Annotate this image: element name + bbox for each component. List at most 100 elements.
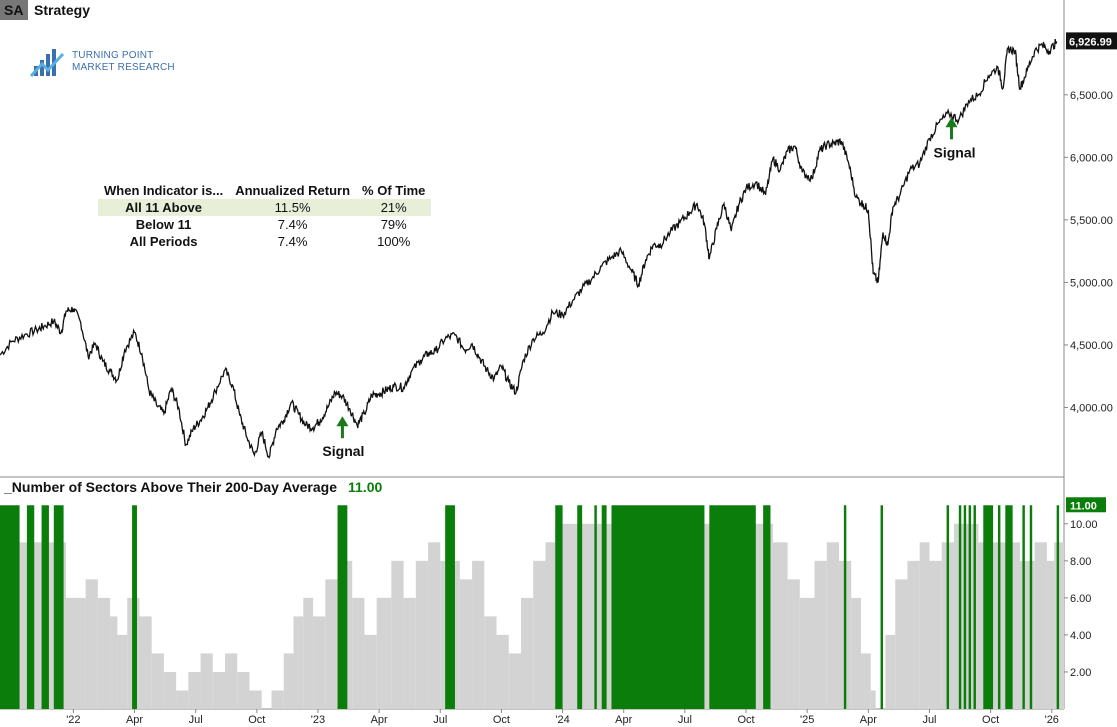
last-price-box <box>1066 32 1117 50</box>
breadth-bar-full <box>709 505 756 709</box>
breadth-bar-partial <box>508 653 521 709</box>
breadth-bar-full <box>880 505 883 709</box>
breadth-bar-full <box>26 505 35 709</box>
price-y-tick-label: 6,000.00 <box>1070 152 1113 164</box>
x-tick-label: Jul <box>189 714 203 726</box>
stats-row-time: 100% <box>377 234 411 249</box>
x-tick-label: Jul <box>922 714 936 726</box>
x-tick-label: '22 <box>66 714 80 726</box>
x-tick-label: Jul <box>678 714 692 726</box>
breadth-bar-full <box>555 505 563 709</box>
x-tick-label: Oct <box>493 714 510 726</box>
breadth-bar-full <box>1056 505 1060 709</box>
stats-table: When Indicator is... Annualized Return %… <box>98 182 432 250</box>
breadth-y-tick-label: 10.00 <box>1070 519 1098 531</box>
breadth-bar-partial <box>117 634 128 709</box>
breadth-bar-partial <box>1034 542 1047 709</box>
breadth-bar-partial <box>1046 560 1055 709</box>
price-line <box>0 39 1058 459</box>
breadth-bar-partial <box>391 560 404 709</box>
stats-row: Below 11 7.4% 79% <box>98 216 431 233</box>
breadth-last-label: 11.00 <box>1070 500 1097 512</box>
breadth-last-box <box>1066 497 1106 513</box>
breadth-bar-full <box>958 505 962 709</box>
breadth-bar-partial <box>814 560 827 709</box>
price-y-tick-label: 5,500.00 <box>1070 215 1113 227</box>
breadth-bar-partial <box>415 560 429 709</box>
breadth-bar-partial <box>851 597 861 709</box>
breadth-current-value: 11.00 <box>348 479 382 495</box>
x-tick-label: '23 <box>311 714 325 726</box>
breadth-bar-partial <box>484 616 497 709</box>
breadth-bar-partial <box>496 634 509 709</box>
stats-row-label: Below 11 <box>135 217 192 232</box>
breadth-bar-partial <box>787 579 800 709</box>
stats-header-row: When Indicator is... Annualized Return %… <box>98 182 431 199</box>
breadth-y-tick-label: 8.00 <box>1070 556 1091 568</box>
signal-label: Signal <box>933 144 975 160</box>
breadth-bar-full <box>1022 505 1025 709</box>
breadth-bar-partial <box>919 542 930 709</box>
logo-icon <box>30 49 65 78</box>
breadth-bar-partial <box>271 690 284 709</box>
breadth-bar-full <box>997 505 1001 709</box>
x-tick-label: '26 <box>1045 714 1059 726</box>
price-panel: Signal Signal <box>0 39 1058 459</box>
breadth-bar-partial <box>212 671 226 709</box>
stats-row-label: All Periods <box>129 234 198 249</box>
breadth-y-tick-label: 2.00 <box>1070 667 1091 679</box>
breadth-bar-partial <box>97 597 111 709</box>
breadth-bar-full <box>763 505 771 709</box>
breadth-bar-full <box>946 505 950 709</box>
breadth-bar-partial <box>303 597 314 709</box>
breadth-bar-full <box>973 505 976 709</box>
stats-row-time: 79% <box>380 217 407 232</box>
x-tick-label: Apr <box>860 714 877 726</box>
breadth-bar-partial <box>826 542 839 709</box>
breadth-bar-partial <box>188 671 201 709</box>
signal-label: Signal <box>322 443 364 459</box>
breadth-bar-partial <box>163 671 177 709</box>
breadth-bar-partial <box>772 542 788 709</box>
signal-arrow-head <box>336 416 349 427</box>
x-tick-label: '25 <box>800 714 814 726</box>
breadth-bar-partial <box>545 542 556 709</box>
logo: TURNING POINT MARKET RESEARCH <box>30 46 175 78</box>
chart-title: Strategy <box>34 2 90 18</box>
breadth-bar-partial <box>139 616 152 709</box>
breadth-bar-full <box>963 505 967 709</box>
breadth-bar-partial <box>293 616 304 709</box>
breadth-bar-full <box>0 505 20 709</box>
stats-header-condition: When Indicator is... <box>104 183 224 198</box>
breadth-bar-partial <box>799 597 815 709</box>
breadth-bar-partial <box>325 579 338 709</box>
ticker-badge: SA <box>4 2 23 18</box>
breadth-bar-full <box>1029 505 1033 709</box>
breadth-bar-partial <box>313 616 326 709</box>
breadth-y-tick-label: 6.00 <box>1070 593 1091 605</box>
breadth-bar-partial <box>176 690 189 709</box>
stats-header-return: Annualized Return <box>235 183 351 198</box>
breadth-bar-partial <box>85 579 98 709</box>
breadth-bar-full <box>41 505 49 709</box>
breadth-bar-partial <box>249 690 262 709</box>
breadth-bar-full <box>983 505 994 709</box>
price-y-tick-label: 4,000.00 <box>1070 402 1113 414</box>
breadth-bar-partial <box>225 653 238 709</box>
price-y-tick-label: 5,000.00 <box>1070 277 1113 289</box>
breadth-bar-partial <box>428 542 441 709</box>
breadth-bar-full <box>611 505 705 709</box>
breadth-bar-partial <box>151 653 164 709</box>
ticker-badge-bg <box>0 0 28 20</box>
breadth-bar-partial <box>66 597 86 709</box>
breadth-bar-full <box>1005 505 1013 709</box>
breadth-bar-full <box>843 505 847 709</box>
stats-row: All 11 Above 11.5% 21% <box>98 199 432 216</box>
stats-row-label: All 11 Above <box>98 199 230 216</box>
breadth-bar-full <box>601 505 607 709</box>
x-tick-label: Oct <box>248 714 265 726</box>
breadth-bar-full <box>968 505 972 709</box>
breadth-bar-full <box>594 505 597 709</box>
breadth-bar-full <box>445 505 455 709</box>
stats-row-return: 7.4% <box>277 234 308 249</box>
